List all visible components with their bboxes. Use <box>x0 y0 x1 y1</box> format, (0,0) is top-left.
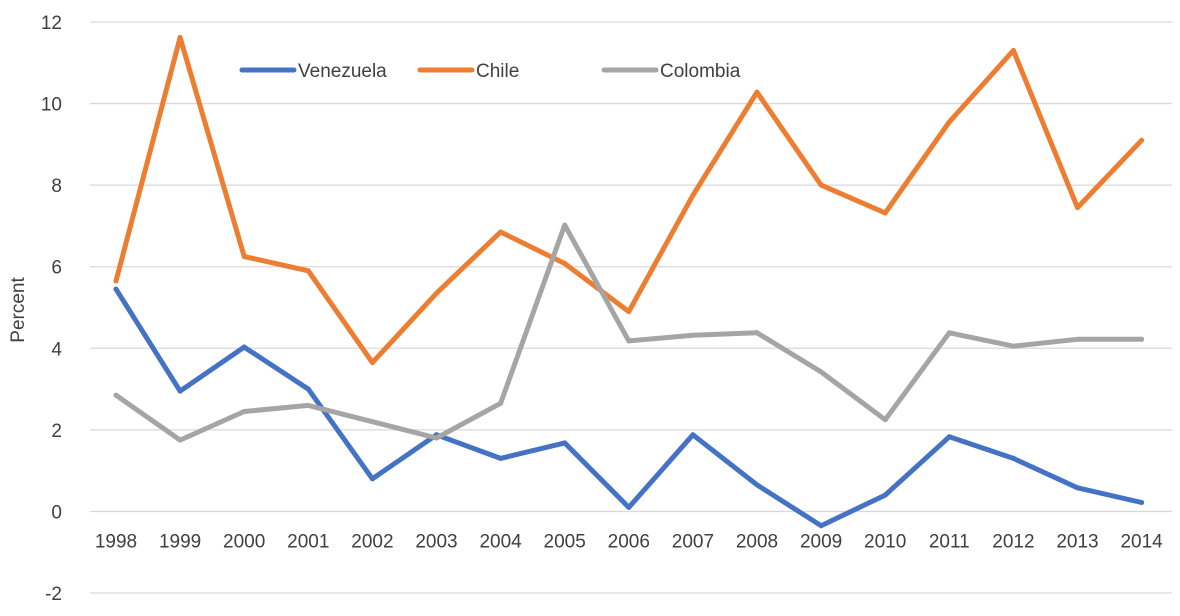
data-point-colombia <box>1075 336 1080 342</box>
data-point-venezuela <box>498 455 504 461</box>
data-point-chile <box>818 182 824 188</box>
data-point-venezuela <box>690 432 696 438</box>
x-tick-label: 2006 <box>608 531 650 552</box>
x-tick-label: 2004 <box>479 531 522 552</box>
data-point-venezuela <box>177 388 183 394</box>
data-point-chile <box>626 309 632 315</box>
y-axis-title: Percent <box>8 277 29 343</box>
data-point-venezuela <box>241 344 247 350</box>
x-tick-label: 2014 <box>1120 531 1163 552</box>
data-point-chile <box>241 254 247 260</box>
x-axis-tick-labels: 1998 1999 2000 2001 2002 2003 2004 2005 2006 2007… <box>95 531 1163 552</box>
data-point-chile <box>882 210 888 216</box>
series-colombia <box>113 222 1145 443</box>
y-tick-label: 0 <box>51 502 62 523</box>
x-tick-label: 2007 <box>672 531 714 552</box>
data-point-chile <box>562 260 568 266</box>
data-point-chile <box>113 278 119 284</box>
data-point-chile <box>946 119 952 125</box>
data-point-colombia <box>498 400 504 406</box>
data-point-chile <box>1139 137 1145 143</box>
data-point-venezuela <box>1075 485 1080 491</box>
data-point-colombia <box>690 332 696 338</box>
x-tick-label: 2013 <box>1056 531 1098 552</box>
data-point-chile <box>1010 48 1016 54</box>
data-point-colombia <box>1010 343 1016 349</box>
x-tick-label: 2002 <box>351 531 393 552</box>
data-point-venezuela <box>305 386 311 392</box>
data-point-colombia <box>305 402 311 408</box>
data-point-chile <box>369 360 375 366</box>
legend-label: Chile <box>476 61 519 82</box>
data-point-chile <box>498 229 504 235</box>
series-venezuela <box>113 286 1145 529</box>
data-point-chile <box>434 290 439 296</box>
legend: Venezuela Chile Colombia <box>239 61 741 82</box>
data-point-colombia <box>562 222 568 228</box>
y-tick-label: 10 <box>41 95 62 116</box>
data-point-colombia <box>818 369 824 375</box>
data-point-chile <box>690 192 696 198</box>
x-tick-label: 1998 <box>95 531 137 552</box>
data-point-colombia <box>369 419 375 425</box>
x-tick-label: 2000 <box>223 531 265 552</box>
data-point-venezuela <box>1139 499 1145 505</box>
y-tick-label: -2 <box>45 584 62 605</box>
x-tick-label: 1999 <box>159 531 201 552</box>
x-tick-label: 2010 <box>864 531 906 552</box>
legend-item-chile: Chile <box>417 61 519 82</box>
data-point-venezuela <box>626 504 632 510</box>
data-point-venezuela <box>818 523 824 529</box>
x-tick-label: 2009 <box>800 531 842 552</box>
data-point-colombia <box>1139 336 1145 342</box>
legend-label: Colombia <box>660 61 741 82</box>
y-tick-label: 12 <box>41 13 62 34</box>
data-point-colombia <box>434 435 439 441</box>
data-point-colombia <box>177 437 183 443</box>
data-point-venezuela <box>1010 455 1016 461</box>
y-tick-label: 2 <box>51 421 62 442</box>
y-tick-label: 8 <box>51 176 62 197</box>
x-tick-label: 2001 <box>287 531 329 552</box>
data-point-venezuela <box>562 440 568 446</box>
x-tick-label: 2005 <box>544 531 586 552</box>
data-point-colombia <box>113 392 119 398</box>
series-line-colombia <box>113 222 1145 443</box>
data-point-chile <box>754 89 760 95</box>
data-point-venezuela <box>946 434 952 440</box>
data-point-chile <box>1075 205 1080 211</box>
data-point-chile <box>305 268 311 274</box>
y-axis-tick-labels: -2 0 2 4 6 8 10 12 <box>41 13 63 605</box>
data-point-colombia <box>754 330 760 336</box>
data-point-colombia <box>241 409 247 415</box>
legend-label: Venezuela <box>298 61 387 82</box>
legend-item-colombia: Colombia <box>601 61 741 82</box>
legend-item-venezuela: Venezuela <box>239 61 387 82</box>
data-point-colombia <box>946 330 952 336</box>
series-chile <box>113 34 1145 366</box>
x-tick-label: 2011 <box>929 531 970 552</box>
x-tick-label: 2012 <box>992 531 1034 552</box>
data-point-venezuela <box>882 492 888 498</box>
data-point-colombia <box>882 417 888 423</box>
data-point-venezuela <box>754 482 760 488</box>
y-tick-label: 4 <box>51 339 62 360</box>
data-point-venezuela <box>369 476 375 482</box>
data-point-colombia <box>626 338 632 344</box>
series-lines <box>113 34 1145 529</box>
y-tick-label: 6 <box>51 258 62 279</box>
data-point-chile <box>177 34 183 40</box>
data-point-venezuela <box>113 286 119 292</box>
x-tick-label: 2003 <box>415 531 457 552</box>
gridlines <box>90 21 1172 594</box>
x-tick-label: 2008 <box>736 531 778 552</box>
